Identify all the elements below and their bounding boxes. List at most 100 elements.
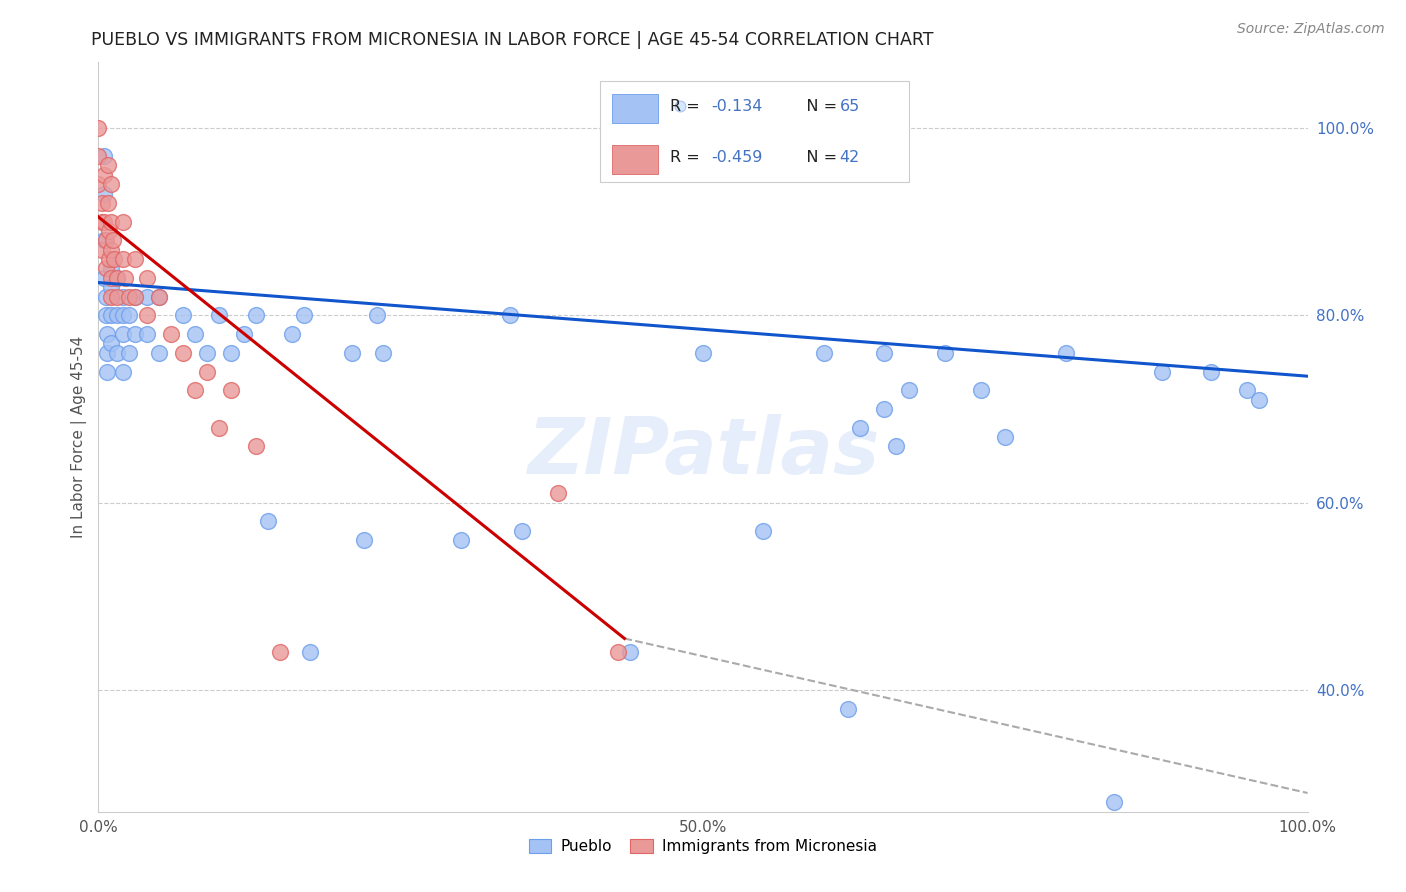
Point: [105, 271, 128, 285]
Point: [100, 271, 122, 285]
Text: R =: R =: [671, 99, 706, 114]
Point: [93, 271, 115, 285]
Point: [100, 289, 122, 303]
Point: [498, 308, 520, 322]
Point: [111, 326, 134, 341]
Point: [87, 149, 110, 163]
Point: [450, 533, 472, 547]
Point: [135, 271, 157, 285]
Point: [100, 243, 122, 257]
Point: [114, 271, 136, 285]
Point: [94, 289, 117, 303]
Point: [118, 289, 141, 303]
Point: [100, 177, 122, 192]
Point: [607, 646, 630, 660]
Point: [148, 289, 170, 303]
Point: [93, 214, 115, 228]
FancyBboxPatch shape: [613, 95, 658, 123]
Point: [124, 252, 146, 266]
Text: 42: 42: [839, 150, 860, 164]
Point: [93, 233, 115, 247]
Point: [94, 233, 117, 247]
Point: [124, 289, 146, 303]
Point: [813, 345, 835, 359]
Text: N =: N =: [792, 150, 842, 164]
Point: [1054, 345, 1077, 359]
Point: [100, 308, 122, 322]
Point: [1199, 365, 1222, 379]
Point: [98, 224, 121, 238]
Point: [124, 289, 146, 303]
Point: [94, 308, 117, 322]
Point: [172, 308, 194, 322]
Point: [184, 384, 207, 398]
Point: [208, 420, 231, 434]
Point: [87, 177, 110, 192]
Point: [970, 384, 993, 398]
Text: ZIPatlas: ZIPatlas: [527, 414, 879, 490]
Point: [873, 402, 896, 417]
Point: [96, 326, 118, 341]
Point: [111, 308, 134, 322]
Point: [105, 271, 128, 285]
FancyBboxPatch shape: [600, 81, 908, 182]
Point: [118, 308, 141, 322]
Text: R =: R =: [671, 150, 706, 164]
Point: [1102, 796, 1125, 810]
Point: [245, 440, 267, 454]
Point: [342, 345, 364, 359]
Text: Source: ZipAtlas.com: Source: ZipAtlas.com: [1237, 22, 1385, 37]
Point: [269, 646, 291, 660]
Point: [105, 308, 128, 322]
Point: [208, 308, 231, 322]
Point: [245, 308, 267, 322]
Point: [221, 345, 243, 359]
Point: [100, 336, 122, 351]
Point: [94, 261, 117, 276]
Point: [160, 326, 183, 341]
Point: [994, 430, 1017, 444]
Point: [873, 345, 896, 359]
Point: [100, 280, 122, 294]
Point: [366, 308, 388, 322]
Point: [100, 261, 122, 276]
Point: [96, 365, 118, 379]
Point: [93, 149, 115, 163]
Point: [97, 195, 120, 210]
Point: [281, 326, 304, 341]
Point: [195, 345, 218, 359]
Point: [148, 345, 170, 359]
Point: [135, 289, 157, 303]
Point: [91, 243, 114, 257]
Point: [934, 345, 956, 359]
Point: [135, 308, 157, 322]
Point: [97, 159, 120, 173]
Point: [256, 514, 278, 528]
Point: [547, 486, 569, 500]
Point: [849, 420, 872, 434]
Point: [111, 214, 134, 228]
Point: [96, 345, 118, 359]
Point: [184, 326, 207, 341]
Point: [100, 214, 122, 228]
Point: [886, 440, 908, 454]
Point: [148, 289, 170, 303]
Point: [752, 524, 775, 538]
Text: -0.459: -0.459: [711, 150, 763, 164]
Point: [87, 120, 110, 135]
Point: [510, 524, 533, 538]
Point: [93, 168, 115, 182]
Point: [195, 365, 218, 379]
Point: [98, 252, 121, 266]
Point: [837, 701, 859, 715]
Point: [91, 214, 114, 228]
Point: [118, 345, 141, 359]
Text: 65: 65: [839, 99, 860, 114]
Point: [292, 308, 315, 322]
Point: [93, 186, 115, 201]
Point: [111, 289, 134, 303]
Point: [135, 326, 157, 341]
Point: [353, 533, 375, 547]
Text: N =: N =: [792, 99, 842, 114]
Y-axis label: In Labor Force | Age 45-54: In Labor Force | Age 45-54: [72, 336, 87, 538]
